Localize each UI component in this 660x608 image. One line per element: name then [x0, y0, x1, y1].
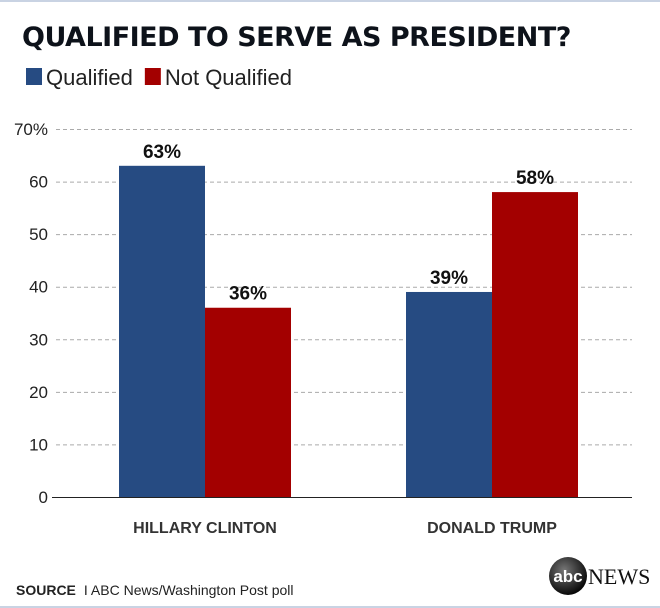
svg-text:abc: abc: [553, 567, 582, 586]
legend-label: Qualified: [46, 65, 133, 90]
bar: [492, 192, 578, 498]
legend: Qualified Not Qualified: [26, 65, 292, 90]
x-category-label: HILLARY CLINTON: [133, 520, 277, 537]
x-category-label: DONALD TRUMP: [427, 520, 557, 537]
y-tick-label: 0: [39, 488, 48, 507]
data-label: 58%: [516, 168, 554, 189]
data-label: 63%: [143, 142, 181, 163]
y-tick-label: 70%: [14, 120, 48, 139]
data-label: 36%: [229, 284, 267, 305]
source-note: SOURCE I ABC News/Washington Post poll: [16, 582, 293, 598]
chart-title: QUALIFIED TO SERVE AS PRESIDENT?: [22, 22, 571, 53]
legend-label: Not Qualified: [165, 65, 292, 90]
y-tick-label: 20: [29, 383, 48, 402]
legend-swatch: [144, 68, 161, 85]
data-label: 39%: [430, 268, 468, 289]
abc-news-logo: abc NEWS: [549, 557, 650, 595]
bar: [406, 291, 492, 497]
y-tick-label: 50: [29, 225, 48, 244]
y-tick-label: 60: [29, 173, 48, 192]
bars: 63% 36% HILLARY CLINTON 39% 58% DONALD TRUMP: [119, 142, 578, 537]
svg-text:NEWS: NEWS: [588, 564, 650, 589]
y-tick-label: 30: [29, 330, 48, 349]
bar: [119, 165, 205, 498]
y-tick-label: 10: [29, 435, 48, 454]
bar: [205, 307, 291, 497]
legend-swatch: [26, 68, 42, 85]
y-tick-label: 40: [29, 278, 48, 297]
